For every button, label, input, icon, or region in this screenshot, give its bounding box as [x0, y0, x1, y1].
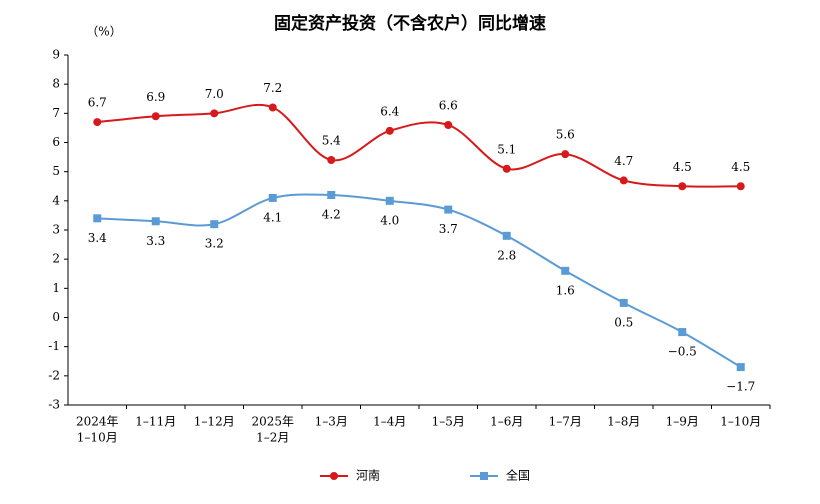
- marker: [93, 214, 102, 223]
- data-label: 7.2: [263, 81, 282, 95]
- y-tick-label: 6: [52, 135, 60, 149]
- marker: [210, 220, 219, 229]
- x-tick-label: 1–8月: [607, 415, 640, 429]
- data-label: 6.9: [146, 90, 165, 104]
- data-label: 4.5: [731, 160, 750, 174]
- data-label: 7.0: [205, 87, 224, 101]
- data-label: 3.2: [205, 237, 224, 251]
- marker: [151, 217, 160, 226]
- data-label: 4.5: [673, 160, 692, 174]
- x-tick-label: 1–5月: [432, 415, 465, 429]
- marker: [678, 328, 687, 337]
- x-tick-label: 2025年: [251, 415, 294, 429]
- data-label: 6.7: [88, 96, 107, 110]
- data-label: −1.7: [726, 380, 755, 394]
- data-label: 4.0: [380, 213, 399, 227]
- marker: [268, 103, 277, 112]
- x-tick-label: 1–7月: [549, 415, 582, 429]
- marker: [385, 126, 394, 135]
- marker: [93, 118, 102, 127]
- y-tick-label: -1: [48, 339, 60, 353]
- x-tick-label: 1–9月: [666, 415, 699, 429]
- data-label: 3.3: [146, 234, 165, 248]
- unit-label: （%）: [86, 25, 121, 39]
- y-tick-label: 8: [52, 77, 60, 91]
- y-tick-label: -2: [48, 368, 60, 382]
- data-label: 1.6: [556, 283, 575, 297]
- x-tick-label: 1–4月: [373, 415, 406, 429]
- data-label: 2.8: [497, 248, 516, 262]
- marker: [561, 150, 570, 159]
- data-label: 3.4: [88, 231, 107, 245]
- data-label: 6.4: [380, 104, 399, 118]
- marker: [502, 164, 511, 173]
- x-tick-label: 1–2月: [256, 431, 289, 445]
- y-tick-label: 7: [52, 106, 60, 120]
- legend-label: 全国: [506, 468, 530, 483]
- marker: [480, 472, 488, 480]
- y-tick-label: 2: [52, 252, 60, 266]
- data-label: 5.6: [556, 128, 575, 142]
- marker: [268, 193, 277, 202]
- x-tick-label: 1–11月: [135, 415, 176, 429]
- legend-label: 河南: [356, 468, 380, 483]
- marker: [619, 298, 628, 307]
- x-tick-label: 1–3月: [315, 415, 348, 429]
- x-tick-label: 1–10月: [77, 431, 118, 445]
- y-tick-label: 4: [52, 193, 60, 207]
- x-tick-label: 1–12月: [194, 415, 235, 429]
- data-label: 4.1: [263, 210, 282, 224]
- marker: [330, 472, 338, 480]
- data-label: 5.1: [497, 142, 516, 156]
- data-label: 4.2: [322, 208, 341, 222]
- y-tick-label: 1: [52, 281, 60, 295]
- marker: [327, 191, 336, 199]
- data-label: −0.5: [668, 345, 697, 359]
- y-tick-label: 5: [52, 164, 60, 178]
- marker: [151, 112, 160, 121]
- series-line: [97, 193, 742, 368]
- data-label: 3.7: [439, 222, 458, 236]
- x-tick-label: 1–10月: [720, 415, 761, 429]
- data-label: 6.6: [439, 99, 458, 113]
- series-line: [97, 103, 741, 188]
- marker: [444, 205, 453, 214]
- y-tick-label: -3: [48, 398, 60, 412]
- data-label: 4.7: [614, 154, 633, 168]
- marker: [678, 182, 687, 191]
- marker: [736, 182, 745, 191]
- marker: [619, 176, 628, 185]
- y-tick-label: 3: [52, 223, 60, 237]
- marker: [385, 196, 394, 205]
- marker: [327, 156, 336, 164]
- marker: [444, 121, 453, 129]
- x-tick-label: 2024年: [76, 415, 119, 429]
- marker: [210, 109, 219, 118]
- y-tick-label: 9: [52, 48, 60, 62]
- marker: [561, 266, 570, 275]
- y-tick-label: 0: [52, 310, 60, 324]
- chart-title: 固定资产投资（不含农户）同比增速: [274, 13, 546, 34]
- data-label: 0.5: [614, 315, 633, 329]
- marker: [736, 363, 745, 372]
- marker: [502, 231, 511, 240]
- data-label: 5.4: [322, 134, 341, 148]
- x-tick-label: 1–6月: [490, 415, 523, 429]
